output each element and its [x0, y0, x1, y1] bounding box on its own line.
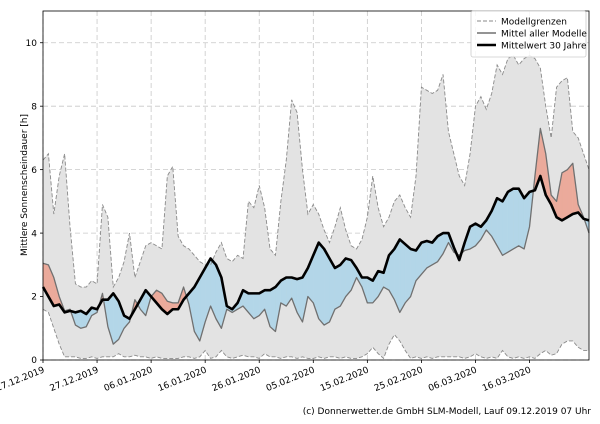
difference-segment — [318, 242, 325, 326]
legend-label-model-mean: Mittel aller Modelle — [501, 30, 587, 40]
legend-label-30yr-mean: Mittelwert 30 Jahre — [501, 42, 587, 52]
y-tick-label: 10 — [26, 39, 38, 49]
x-tick-label: 16.03.2020 — [481, 365, 533, 394]
difference-segment — [280, 277, 287, 307]
difference-segment — [253, 293, 260, 320]
model-range-upper-line — [42, 54, 590, 289]
y-axis-title: Mittlere Sonnenscheindauer [h] — [20, 114, 30, 256]
y-tick-label: 2 — [31, 293, 37, 303]
x-tick-label: 05.02.2020 — [265, 365, 317, 394]
plot-frame — [42, 10, 590, 361]
y-tick-label: 8 — [31, 102, 37, 112]
difference-segment — [323, 248, 330, 326]
difference-segment — [561, 169, 568, 221]
y-tick-label: 6 — [31, 166, 37, 176]
difference-segment — [334, 264, 341, 310]
difference-segment — [269, 286, 276, 332]
difference-segment — [507, 188, 514, 253]
x-tick-label: 17.12.2019 — [0, 365, 46, 394]
model-range-area — [43, 55, 589, 359]
thirty-year-mean-line — [41, 174, 590, 321]
difference-segment — [426, 240, 433, 269]
x-tick-label: 26.01.2020 — [211, 365, 263, 394]
y-tick-label: 0 — [31, 356, 37, 366]
model-range-lower-line — [42, 308, 589, 360]
legend-label-model-range: Modellgrenzen — [501, 18, 567, 28]
legend: Modellgrenzen Mittel aller Modelle Mitte… — [470, 10, 587, 58]
axes — [40, 10, 590, 363]
x-tick-label: 06.01.2020 — [103, 365, 155, 394]
x-tick-label: 27.12.2019 — [49, 365, 101, 394]
difference-segment — [567, 162, 573, 218]
footer-credit: (c) Donnerwetter.de GmbH SLM-Modell, Lau… — [303, 407, 592, 417]
y-tick-label: 4 — [31, 229, 37, 239]
series-lines — [41, 54, 590, 360]
difference-segment — [399, 239, 406, 313]
x-tick-label: 16.01.2020 — [157, 365, 209, 394]
difference-segment — [513, 188, 519, 250]
x-tick-label: 25.02.2020 — [373, 365, 425, 394]
model-mean-line — [42, 127, 590, 345]
x-tick-label: 06.03.2020 — [427, 365, 479, 394]
legend-box — [470, 10, 587, 58]
x-tick-label: 15.02.2020 — [319, 365, 371, 394]
model-range-band — [43, 55, 589, 359]
difference-segment — [405, 243, 411, 304]
